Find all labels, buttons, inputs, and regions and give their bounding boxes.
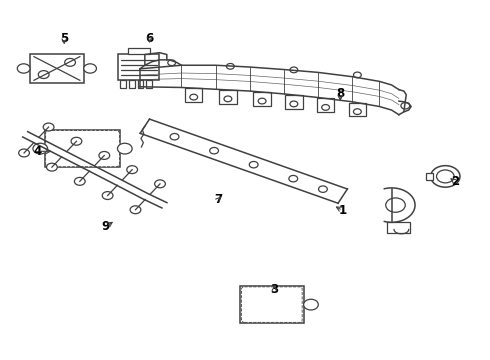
Circle shape [353,72,361,78]
Bar [147,80,152,88]
Bar [387,222,410,233]
Bar [128,48,150,54]
Bar [118,54,159,80]
FancyBboxPatch shape [46,131,120,167]
Circle shape [99,152,110,159]
Circle shape [322,104,330,110]
Circle shape [130,206,141,214]
Text: 3: 3 [270,283,278,296]
Text: 8: 8 [336,87,344,100]
FancyBboxPatch shape [242,287,302,322]
Circle shape [249,161,258,168]
Circle shape [33,143,48,154]
Bar [120,80,126,88]
Circle shape [224,96,232,102]
Text: 7: 7 [214,193,222,206]
Circle shape [102,192,113,199]
Circle shape [155,180,166,188]
Circle shape [43,123,54,131]
Circle shape [289,175,297,182]
Bar [185,88,202,102]
Circle shape [431,166,460,187]
Circle shape [226,63,234,69]
Bar [30,54,84,83]
Circle shape [17,64,30,73]
Circle shape [318,186,327,192]
Bar [219,90,237,104]
Circle shape [401,103,410,109]
Bar [348,103,366,116]
Circle shape [74,177,85,185]
Bar [317,98,334,112]
Circle shape [304,299,318,310]
Text: 2: 2 [451,175,459,188]
Circle shape [353,109,361,114]
Circle shape [65,58,75,66]
Circle shape [386,198,405,212]
Circle shape [71,137,82,145]
Circle shape [290,101,298,107]
Circle shape [437,170,454,183]
Text: 1: 1 [339,204,347,217]
Circle shape [19,149,29,157]
Circle shape [210,148,219,154]
Circle shape [47,163,57,171]
Text: 4: 4 [33,145,42,158]
Circle shape [127,166,138,174]
Circle shape [258,98,266,104]
Text: 6: 6 [146,32,154,45]
Bar [138,80,144,88]
Circle shape [118,143,132,154]
Circle shape [84,64,97,73]
Text: 5: 5 [60,32,68,45]
Circle shape [38,71,49,78]
Text: 9: 9 [101,220,110,233]
Circle shape [168,60,175,66]
Circle shape [170,134,179,140]
Bar [426,173,433,180]
Bar [240,286,304,323]
Bar [45,130,121,167]
Circle shape [290,67,298,73]
Bar [285,95,303,109]
Bar [129,80,135,88]
Circle shape [190,94,197,100]
Bar [253,92,271,106]
